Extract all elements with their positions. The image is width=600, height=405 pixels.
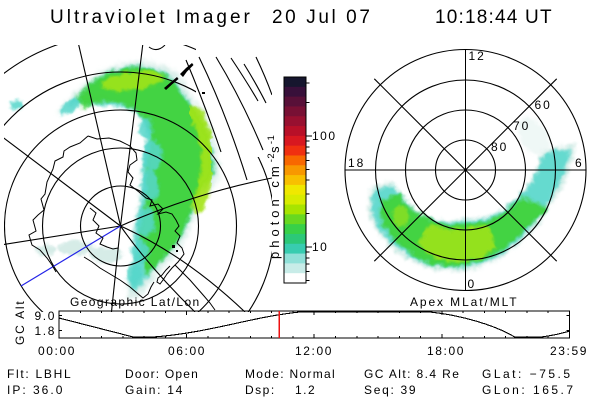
svg-text:Flt: LBHL: Flt: LBHL	[7, 367, 72, 381]
svg-text:12: 12	[469, 49, 486, 63]
svg-text:IP: 36.0: IP: 36.0	[7, 383, 64, 397]
svg-text:06:00: 06:00	[168, 344, 206, 358]
svg-text:Seq: 39: Seq: 39	[364, 383, 417, 397]
svg-text:100: 100	[312, 129, 337, 143]
svg-text:9.0: 9.0	[35, 309, 56, 323]
svg-text:0: 0	[468, 277, 477, 291]
svg-text:00:00: 00:00	[38, 344, 76, 358]
svg-text:GC Alt: 8.4 Re: GC Alt: 8.4 Re	[364, 367, 460, 381]
svg-text:10:18:44 UT: 10:18:44 UT	[435, 7, 553, 28]
svg-text:1.8: 1.8	[35, 324, 56, 338]
svg-text:Door: Open: Door: Open	[125, 367, 199, 381]
svg-text:GC Alt: GC Alt	[13, 300, 27, 345]
svg-text:GLat: −75.5: GLat: −75.5	[482, 367, 573, 381]
svg-text:18: 18	[348, 156, 365, 170]
svg-text:Mode: Normal: Mode: Normal	[245, 367, 336, 381]
svg-text:18:00: 18:00	[427, 344, 465, 358]
svg-text:Dsp: 1.2: Dsp: 1.2	[245, 383, 316, 397]
svg-text:Apex MLat/MLT: Apex MLat/MLT	[410, 295, 519, 309]
svg-text:10: 10	[312, 240, 328, 254]
svg-text:23:59: 23:59	[550, 344, 588, 358]
svg-text:60: 60	[535, 98, 552, 112]
svg-text:12:00: 12:00	[295, 344, 333, 358]
svg-text:Gain: 14: Gain: 14	[125, 383, 184, 397]
svg-text:80: 80	[491, 140, 508, 154]
svg-text:6: 6	[575, 156, 584, 170]
svg-text:20 Jul 07: 20 Jul 07	[272, 7, 373, 28]
svg-text:GLon: 165.7: GLon: 165.7	[482, 383, 576, 397]
svg-text:Geographic Lat/Lon: Geographic Lat/Lon	[70, 295, 201, 309]
svg-text:70: 70	[513, 119, 530, 133]
svg-text:photon cm-2s-1: photon cm-2s-1	[266, 135, 282, 259]
svg-text:Ultraviolet Imager: Ultraviolet Imager	[50, 7, 253, 28]
